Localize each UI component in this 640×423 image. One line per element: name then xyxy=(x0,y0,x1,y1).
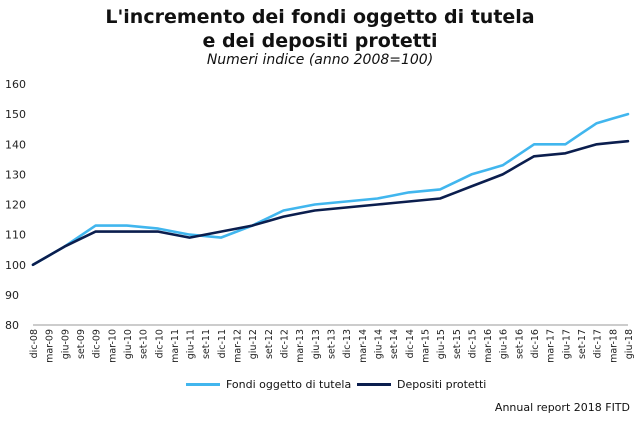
y-tick-label: 110 xyxy=(5,229,26,242)
x-tick-label: mar-18 xyxy=(608,329,619,363)
x-tick-label: giu-11 xyxy=(186,329,197,359)
x-tick-label: giu-09 xyxy=(60,329,71,359)
legend-item-fondi: Fondi oggetto di tutela xyxy=(186,378,351,391)
legend-swatch-fondi xyxy=(186,383,220,386)
x-tick-label: mar-16 xyxy=(483,329,494,363)
x-tick-label: giu-15 xyxy=(436,329,447,359)
x-tick-label: giu-12 xyxy=(248,329,259,359)
x-tick-label: set-10 xyxy=(139,329,150,359)
x-tick-label: dic-09 xyxy=(92,329,103,358)
chart-subtitle: Numeri indice (anno 2008=100) xyxy=(206,52,434,68)
x-tick-label: giu-13 xyxy=(311,329,322,359)
x-tick-label: set-15 xyxy=(452,329,463,359)
chart-title-line2: e dei depositi protetti xyxy=(202,30,438,52)
y-tick-label: 150 xyxy=(5,108,26,121)
x-tick-label: giu-18 xyxy=(624,329,635,359)
source-note: Annual report 2018 FITD xyxy=(494,401,630,414)
x-tick-label: mar-13 xyxy=(295,329,306,363)
x-tick-label: set-16 xyxy=(514,329,525,359)
x-tick-label: giu-17 xyxy=(561,329,572,359)
x-tick-label: mar-14 xyxy=(358,329,369,363)
legend-swatch-depositi xyxy=(357,383,391,386)
x-tick-label: set-11 xyxy=(201,329,212,359)
x-tick-label: dic-17 xyxy=(593,329,604,358)
series-line-depositi xyxy=(31,139,630,267)
x-tick-label: dic-16 xyxy=(530,329,541,358)
y-tick-label: 90 xyxy=(5,289,19,302)
x-tick-label: set-13 xyxy=(327,329,338,359)
x-tick-label: mar-09 xyxy=(45,329,56,363)
y-tick-label: 130 xyxy=(5,168,26,181)
x-tick-label: giu-14 xyxy=(373,329,384,359)
legend-item-depositi: Depositi protetti xyxy=(357,378,486,391)
x-tick-label: set-17 xyxy=(577,329,588,359)
x-tick-label: set-12 xyxy=(264,329,275,359)
y-tick-label: 140 xyxy=(5,138,26,151)
x-tick-label: mar-12 xyxy=(233,329,244,363)
x-tick-label: mar-11 xyxy=(170,329,181,363)
x-tick-label: set-09 xyxy=(76,329,87,359)
x-tick-label: giu-10 xyxy=(123,329,134,359)
x-tick-label: dic-14 xyxy=(405,329,416,358)
series-line-fondi xyxy=(31,112,630,267)
x-tick-label: dic-13 xyxy=(342,329,353,358)
legend-label-depositi: Depositi protetti xyxy=(397,378,487,391)
x-tick-label: dic-10 xyxy=(154,329,165,358)
legend-label-fondi: Fondi oggetto di tutela xyxy=(226,378,352,391)
x-tick-label: dic-15 xyxy=(467,329,478,358)
x-tick-label: set-14 xyxy=(389,329,400,359)
x-tick-label: mar-10 xyxy=(107,329,118,363)
chart-title-line1: L'incremento dei fondi oggetto di tutela xyxy=(105,6,535,28)
x-tick-label: dic-11 xyxy=(217,329,228,358)
y-tick-label: 80 xyxy=(5,319,19,332)
x-tick-label: dic-08 xyxy=(29,329,40,358)
x-tick-label: mar-15 xyxy=(420,329,431,363)
x-tick-label: mar-17 xyxy=(546,329,557,363)
y-tick-label: 100 xyxy=(5,259,26,272)
y-tick-label: 160 xyxy=(5,78,26,91)
y-tick-label: 120 xyxy=(5,199,26,212)
x-tick-label: giu-16 xyxy=(499,329,510,359)
x-tick-label: dic-12 xyxy=(280,329,291,358)
